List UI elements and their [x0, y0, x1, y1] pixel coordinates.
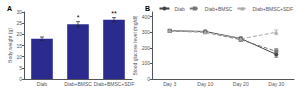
svg-text:A: A — [7, 5, 12, 12]
svg-text:Diab+BMSC: Diab+BMSC — [64, 81, 92, 87]
svg-text:*: * — [77, 14, 80, 21]
svg-text:15: 15 — [16, 43, 22, 49]
svg-text:Day 20: Day 20 — [233, 81, 249, 87]
svg-text:Diab: Diab — [37, 81, 48, 87]
svg-text:Diab+BMSC: Diab+BMSC — [205, 6, 233, 12]
svg-text:B: B — [145, 5, 150, 12]
svg-text:Diab: Diab — [174, 6, 185, 12]
svg-text:20: 20 — [16, 31, 22, 37]
svg-text:200: 200 — [142, 45, 151, 51]
svg-text:0: 0 — [147, 76, 150, 82]
svg-text:Body weight (g): Body weight (g) — [7, 28, 13, 63]
svg-text:5: 5 — [19, 65, 22, 71]
svg-text:Day 10: Day 10 — [197, 81, 213, 87]
svg-text:Day 3: Day 3 — [163, 81, 176, 87]
svg-text:100: 100 — [142, 60, 151, 66]
svg-text:25: 25 — [16, 20, 22, 26]
svg-text:Diab+BMSC+SDF: Diab+BMSC+SDF — [252, 6, 293, 12]
svg-text:0: 0 — [19, 76, 22, 82]
svg-text:Day 30: Day 30 — [268, 81, 284, 87]
svg-text:10: 10 — [16, 54, 22, 60]
svg-text:**: ** — [111, 10, 117, 17]
svg-text:Diab+BMSC+SDF: Diab+BMSC+SDF — [94, 81, 135, 87]
svg-text:400: 400 — [142, 14, 151, 20]
svg-text:30: 30 — [16, 9, 22, 15]
svg-text:Blood glucose level (mg/dl): Blood glucose level (mg/dl) — [132, 15, 138, 75]
svg-text:300: 300 — [142, 29, 151, 35]
